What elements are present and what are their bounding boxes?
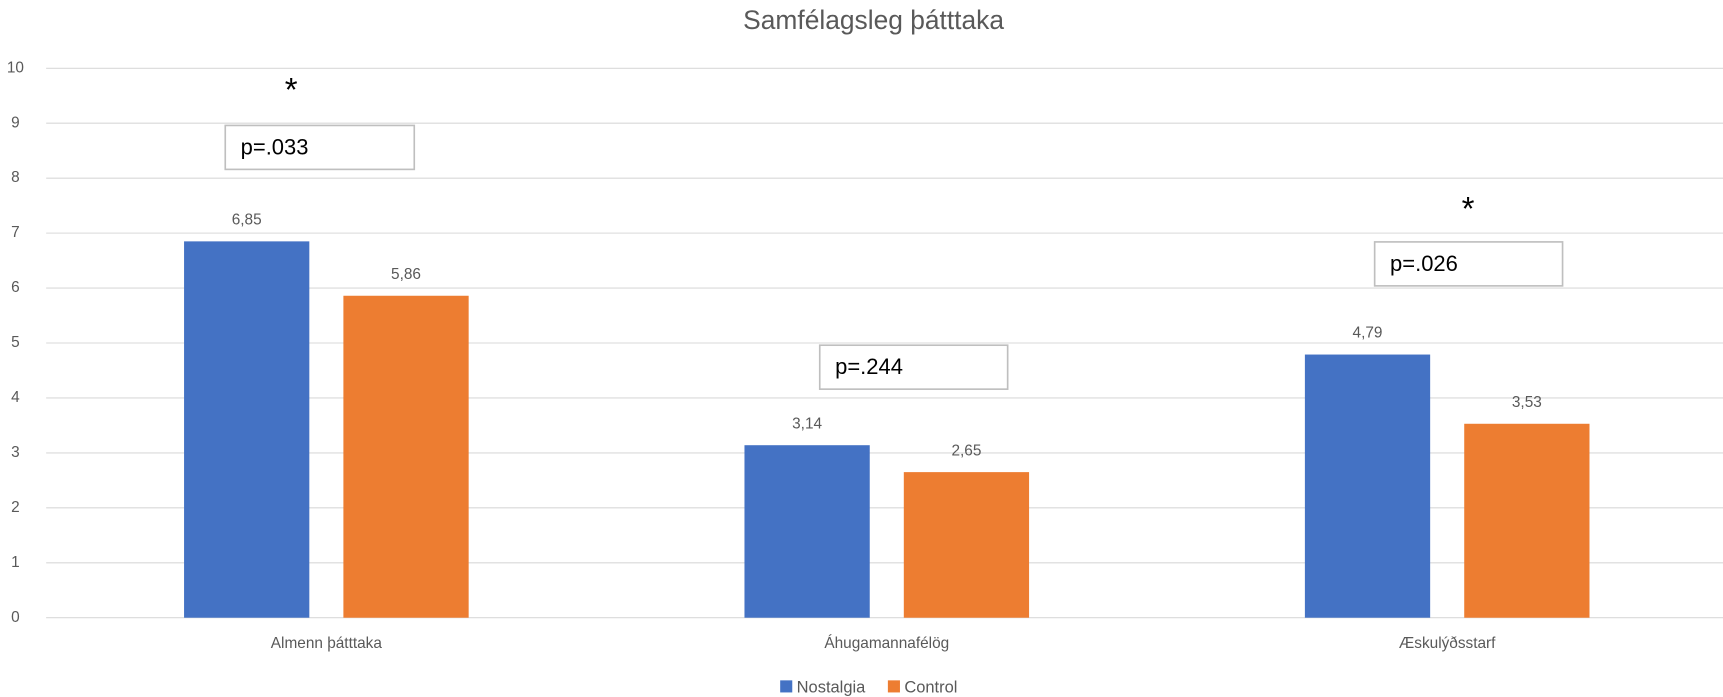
significance-star: * [1462,190,1475,227]
legend-label: Control [904,678,957,696]
annotation-box [1373,241,1564,287]
y-tick-label: 3 [11,444,20,461]
value-label: 3,14 [792,415,822,432]
annotation-text: p=.026 [1390,251,1458,276]
y-tick-label: 6 [11,279,20,296]
y-tick-label: 0 [11,609,20,626]
annotation-text: p=.244 [835,354,903,379]
value-label: 5,86 [391,266,421,283]
value-label: 3,53 [1512,394,1542,411]
bar [1304,354,1431,618]
bar [744,445,870,618]
legend-swatch [887,680,900,693]
y-tick-label: 9 [11,114,20,131]
annotation-box [224,124,416,171]
y-tick-label: 4 [11,389,20,406]
x-tick-label: Almenn þátttaka [271,635,383,652]
value-label: 2,65 [951,442,981,459]
bar [184,241,310,618]
bar [343,295,469,618]
significance-star: * [285,71,298,108]
chart-title: Samfélagsleg þátttaka [743,5,1004,35]
bar [1464,423,1590,618]
annotation-box [818,344,1009,390]
legend-label: Nostalgia [797,678,866,696]
value-label: 4,79 [1353,325,1383,342]
y-tick-label: 1 [11,554,20,571]
y-tick-label: 7 [11,224,20,241]
value-label: 6,85 [232,212,262,229]
legend-swatch [780,680,793,693]
y-tick-label: 2 [11,499,20,516]
y-tick-label: 10 [7,59,24,76]
y-tick-label: 5 [11,334,20,351]
x-tick-label: Áhugamannafélög [824,635,949,652]
annotation-text: p=.033 [241,134,309,159]
y-tick-label: 8 [11,169,20,186]
x-tick-label: Æskulýðsstarf [1399,635,1496,652]
bar [903,472,1030,618]
